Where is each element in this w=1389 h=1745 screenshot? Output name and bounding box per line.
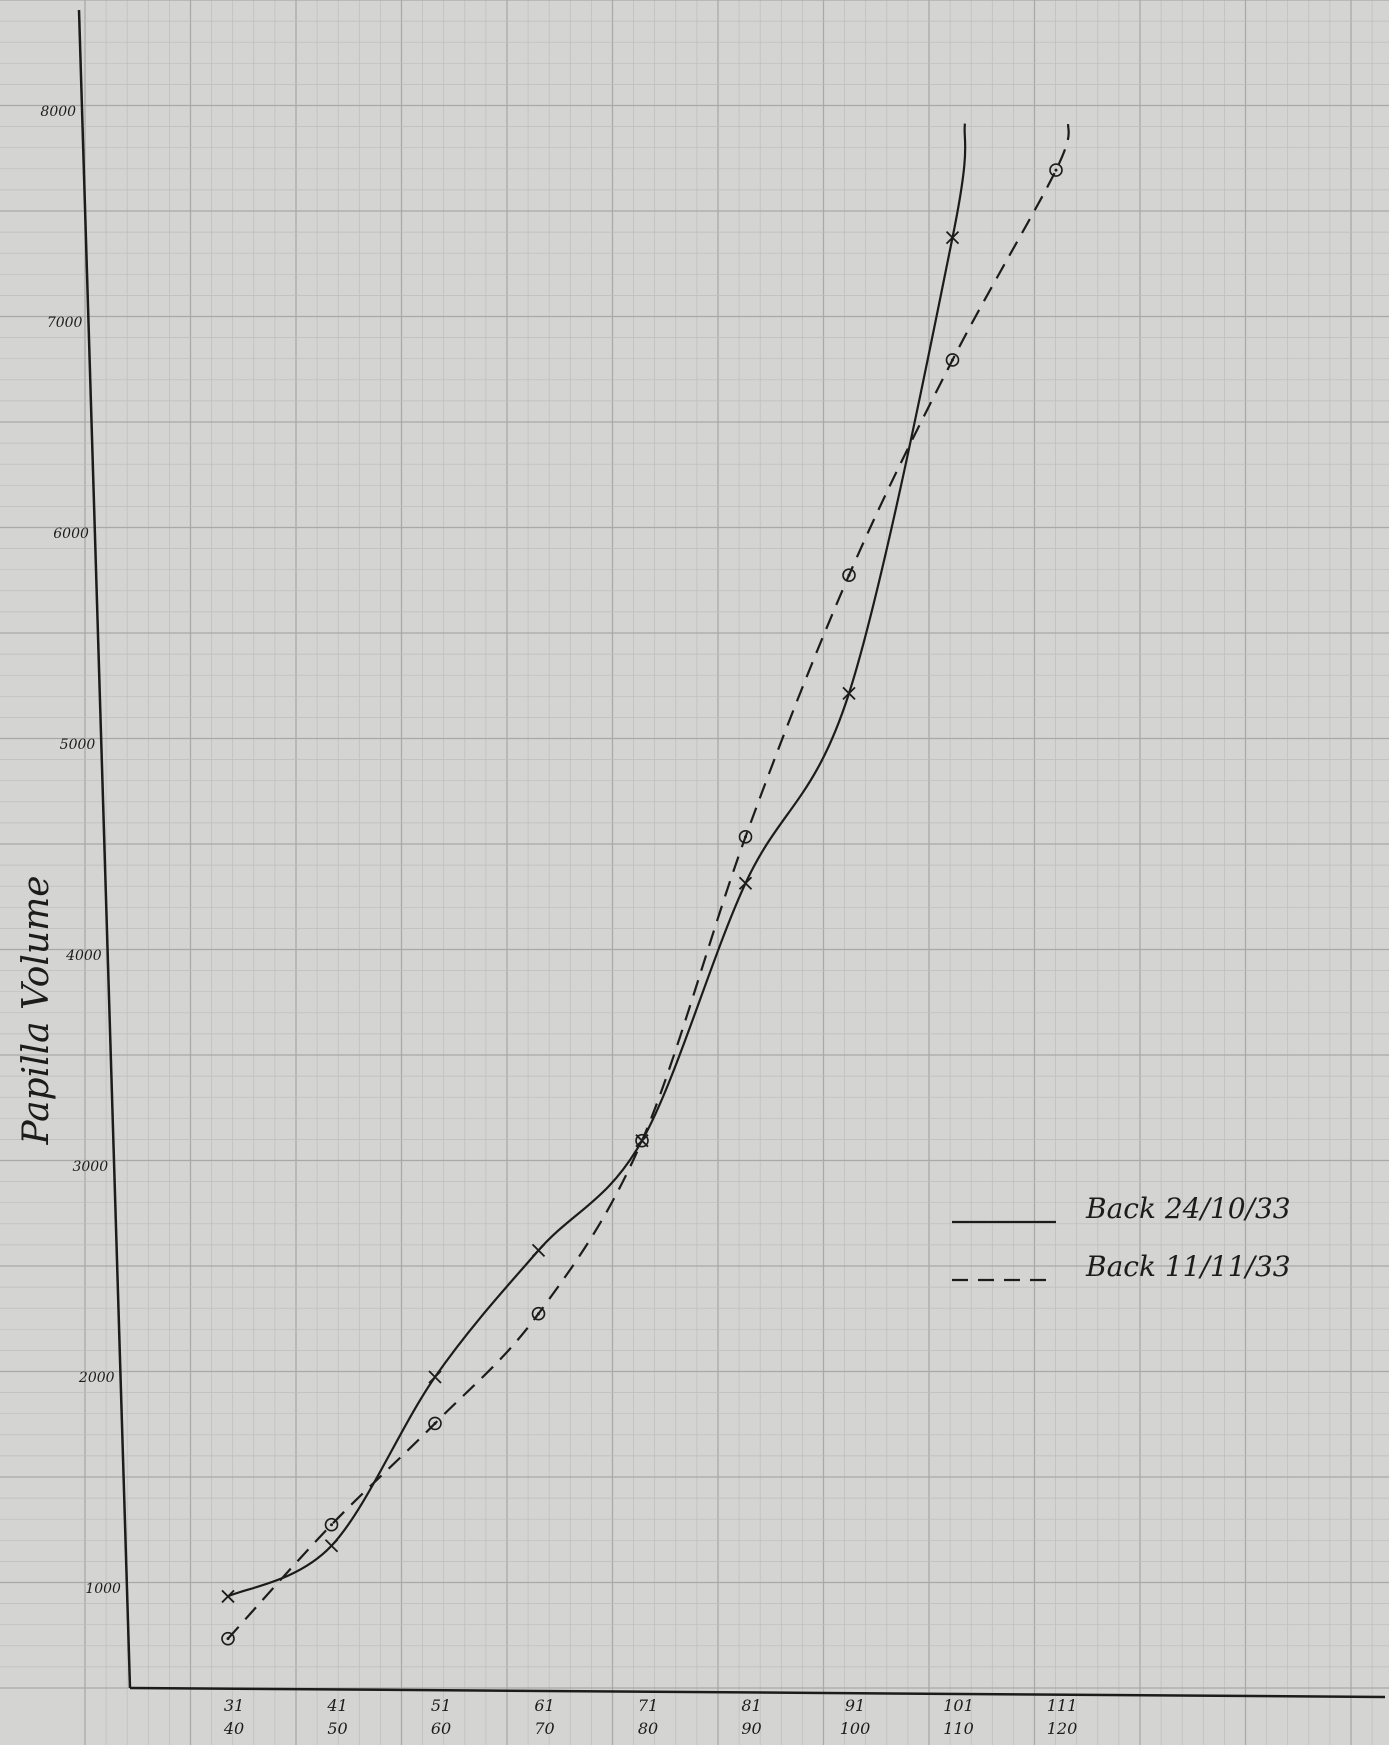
data-point-x-marker (531, 1243, 546, 1258)
x-tick-label-bottom: 60 (431, 1719, 451, 1738)
x-tick-label-top: 91 (845, 1696, 865, 1715)
data-point-x-marker (738, 876, 753, 890)
x-tick-label-bottom: 100 (840, 1719, 871, 1738)
x-tick-label-bottom: 120 (1047, 1719, 1078, 1738)
x-tick-label-top: 71 (638, 1696, 658, 1715)
data-point-circle-marker (324, 1517, 339, 1532)
series-lines (227, 122, 1070, 1640)
x-tick-label-top: 31 (224, 1696, 244, 1715)
x-tick-label-bottom: 50 (327, 1719, 347, 1738)
x-tick-label-bottom: 110 (943, 1719, 974, 1738)
data-point-circle-marker (945, 353, 960, 367)
x-tick-label-bottom: 70 (534, 1719, 554, 1738)
x-tick-labels: 31 40 41 50 51 60 61 70 71 80 81 90 91 100 101 110 111 12… (223, 1696, 1077, 1738)
data-point-circle-marker (1049, 163, 1063, 177)
series-line-1 (227, 123, 967, 1598)
y-tick-label: 1000 (85, 1581, 121, 1597)
y-tick-label: 6000 (53, 526, 89, 542)
legend-label: Back 11/11/33 (1085, 1250, 1291, 1283)
y-tick-label: 5000 (60, 737, 96, 753)
x-tick-label-bottom: 40 (223, 1719, 244, 1738)
y-tick-labels: 1000 2000 3000 4000 5000 6000 7000 8000 (40, 104, 121, 1597)
data-point-circle-marker (428, 1416, 442, 1431)
data-point-x-marker (221, 1589, 235, 1604)
x-tick-label-top: 111 (1047, 1696, 1078, 1715)
series-line-2 (227, 122, 1070, 1640)
y-tick-label: 3000 (72, 1159, 108, 1175)
data-point-circle-marker (842, 568, 856, 583)
x-tick-label-top: 41 (326, 1696, 347, 1715)
axes (77, 9, 1386, 1699)
y-tick-label: 4000 (65, 948, 102, 964)
x-tick-label-top: 61 (534, 1696, 554, 1715)
x-tick-label-bottom: 80 (638, 1719, 658, 1738)
y-axis-line (77, 9, 132, 1689)
series-markers (221, 163, 1063, 1646)
x-tick-label-bottom: 90 (741, 1719, 761, 1738)
legend-item: Back 11/11/33 (952, 1250, 1291, 1283)
data-point-x-marker (842, 686, 856, 700)
x-tick-label-top: 101 (943, 1696, 974, 1715)
data-point-x-marker (945, 230, 960, 245)
x-tick-label-top: 51 (431, 1696, 451, 1715)
x-axis-line (129, 1686, 1386, 1699)
data-point-x-marker (428, 1370, 442, 1384)
data-point-circle-marker (221, 1631, 235, 1646)
legend: Back 24/10/33 Back 11/11/33 (952, 1192, 1291, 1283)
data-point-circle-marker (531, 1306, 546, 1321)
legend-label: Back 24/10/33 (1085, 1192, 1291, 1225)
legend-item: Back 24/10/33 (952, 1192, 1291, 1225)
x-tick-label-top: 81 (741, 1696, 761, 1715)
y-tick-label: 2000 (78, 1370, 115, 1386)
y-axis-title: Papilla Volume (16, 875, 57, 1145)
data-point-circle-marker (635, 1133, 649, 1148)
data-point-x-marker (324, 1539, 339, 1553)
y-tick-label: 8000 (40, 104, 76, 120)
y-tick-label: 7000 (47, 315, 83, 331)
data-point-circle-marker (738, 830, 753, 844)
